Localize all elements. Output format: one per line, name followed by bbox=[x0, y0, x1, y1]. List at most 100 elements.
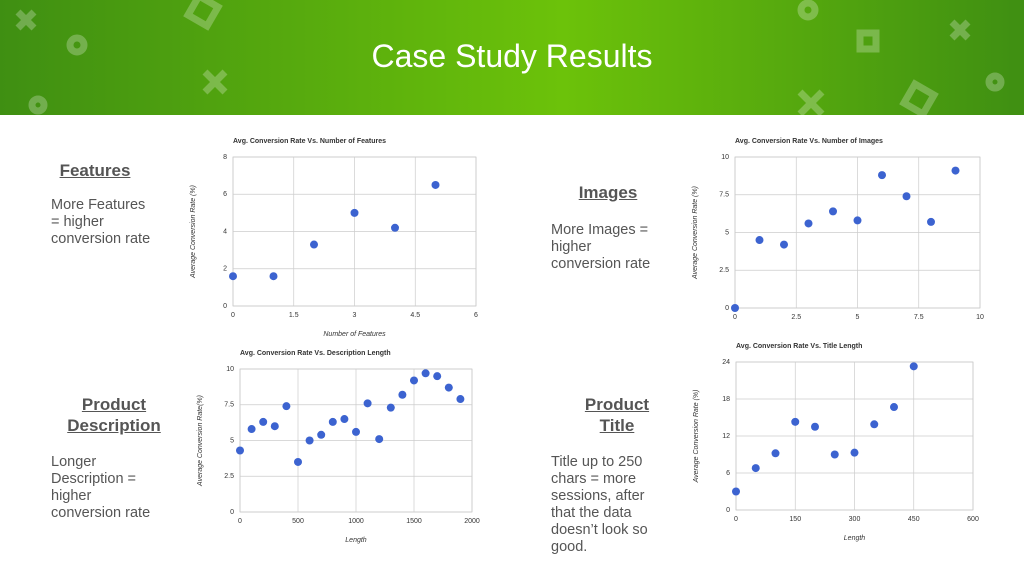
x-tick-label: 600 bbox=[967, 516, 979, 523]
y-tick-label: 5 bbox=[725, 229, 729, 236]
point bbox=[270, 422, 279, 431]
point bbox=[890, 403, 898, 412]
x-tick-label: 3 bbox=[353, 312, 357, 319]
point bbox=[755, 236, 764, 245]
section-text: More Features = higher conversion rate bbox=[51, 197, 151, 247]
point bbox=[410, 376, 418, 385]
point bbox=[850, 448, 859, 457]
point bbox=[433, 372, 442, 381]
point bbox=[310, 240, 318, 249]
x-tick-label: 10 bbox=[976, 314, 984, 321]
point bbox=[780, 240, 788, 249]
x-tick-label: 0 bbox=[734, 516, 738, 523]
point bbox=[247, 425, 256, 434]
point bbox=[340, 415, 349, 424]
point bbox=[386, 403, 395, 412]
point bbox=[229, 272, 237, 281]
point bbox=[431, 180, 440, 189]
x-tick-label: 150 bbox=[789, 516, 801, 523]
y-axis-label: Average Conversion Rate(%) bbox=[197, 395, 204, 487]
x-tick-label: 5 bbox=[856, 314, 860, 321]
y-tick-label: 2.5 bbox=[224, 473, 234, 480]
point bbox=[829, 207, 837, 216]
y-axis-label: Average Conversion Rate (%) bbox=[693, 390, 700, 484]
point bbox=[350, 208, 359, 217]
point bbox=[282, 402, 291, 411]
point bbox=[830, 450, 839, 459]
y-tick-label: 10 bbox=[721, 154, 729, 161]
point bbox=[328, 417, 337, 426]
y-tick-label: 7.5 bbox=[224, 402, 234, 409]
y-tick-label: 0 bbox=[725, 305, 729, 312]
y-tick-label: 0 bbox=[223, 303, 227, 310]
section-text: Title up to 250 chars = more sessions, a… bbox=[551, 454, 648, 555]
chart-title: Avg. Conversion Rate Vs. Description Len… bbox=[240, 350, 391, 357]
y-tick-label: 4 bbox=[223, 228, 227, 235]
point bbox=[811, 422, 819, 431]
y-tick-label: 24 bbox=[722, 359, 730, 366]
point bbox=[294, 457, 302, 466]
point bbox=[732, 487, 740, 496]
x-tick-label: 0 bbox=[238, 518, 242, 525]
y-tick-label: 18 bbox=[722, 396, 730, 403]
x-axis-label: Length bbox=[844, 535, 866, 542]
y-tick-label: 6 bbox=[223, 191, 227, 198]
x-tick-label: 1000 bbox=[348, 518, 364, 525]
x-tick-label: 7.5 bbox=[914, 314, 924, 321]
x-tick-label: 500 bbox=[292, 518, 304, 525]
point bbox=[909, 362, 918, 371]
x-tick-label: 1500 bbox=[406, 518, 422, 525]
x-tick-label: 6 bbox=[474, 312, 478, 319]
point bbox=[305, 436, 314, 445]
y-tick-label: 0 bbox=[726, 507, 730, 514]
y-tick-label: 2.5 bbox=[719, 267, 729, 274]
point bbox=[375, 435, 384, 444]
x-tick-label: 0 bbox=[733, 314, 737, 321]
slide-title: Case Study Results bbox=[371, 38, 653, 74]
y-tick-label: 10 bbox=[226, 366, 234, 373]
x-tick-label: 450 bbox=[908, 516, 920, 523]
y-tick-label: 0 bbox=[230, 509, 234, 516]
point bbox=[927, 217, 935, 226]
point bbox=[456, 395, 465, 404]
point bbox=[352, 427, 360, 436]
x-tick-label: 2000 bbox=[464, 518, 480, 525]
point bbox=[421, 369, 430, 378]
point bbox=[902, 192, 911, 201]
section-text: Longer Description = higher conversion r… bbox=[51, 454, 151, 521]
point bbox=[444, 383, 453, 392]
y-tick-label: 2 bbox=[223, 266, 227, 273]
point bbox=[391, 223, 399, 232]
header-decor bbox=[15, 0, 1005, 115]
y-axis-label: Average Conversion Rate (%) bbox=[190, 185, 197, 279]
point bbox=[751, 464, 760, 473]
x-tick-label: 4.5 bbox=[410, 312, 420, 319]
x-tick-label: 300 bbox=[849, 516, 861, 523]
point bbox=[731, 304, 739, 312]
y-tick-label: 8 bbox=[223, 154, 227, 161]
point bbox=[878, 171, 886, 180]
point bbox=[236, 446, 244, 455]
y-tick-label: 6 bbox=[726, 470, 730, 477]
point bbox=[870, 420, 879, 429]
header-banner: Case Study Results bbox=[0, 0, 1024, 115]
y-axis-label: Average Conversion Rate (%) bbox=[692, 186, 699, 280]
point bbox=[317, 430, 326, 439]
x-axis-label: Length bbox=[345, 537, 367, 544]
point bbox=[853, 216, 862, 225]
point bbox=[771, 449, 780, 458]
x-tick-label: 0 bbox=[231, 312, 235, 319]
point bbox=[398, 390, 407, 399]
chart-title: Avg. Conversion Rate Vs. Number of Featu… bbox=[233, 138, 386, 145]
y-tick-label: 5 bbox=[230, 437, 234, 444]
point bbox=[951, 166, 960, 175]
x-tick-label: 2.5 bbox=[791, 314, 801, 321]
section-heading: Images bbox=[578, 183, 638, 202]
point bbox=[363, 399, 372, 408]
section-text: More Images = higher conversion rate bbox=[551, 222, 651, 272]
point bbox=[269, 272, 278, 281]
y-tick-label: 7.5 bbox=[719, 192, 729, 199]
chart-title: Avg. Conversion Rate Vs. Number of Image… bbox=[735, 138, 883, 145]
